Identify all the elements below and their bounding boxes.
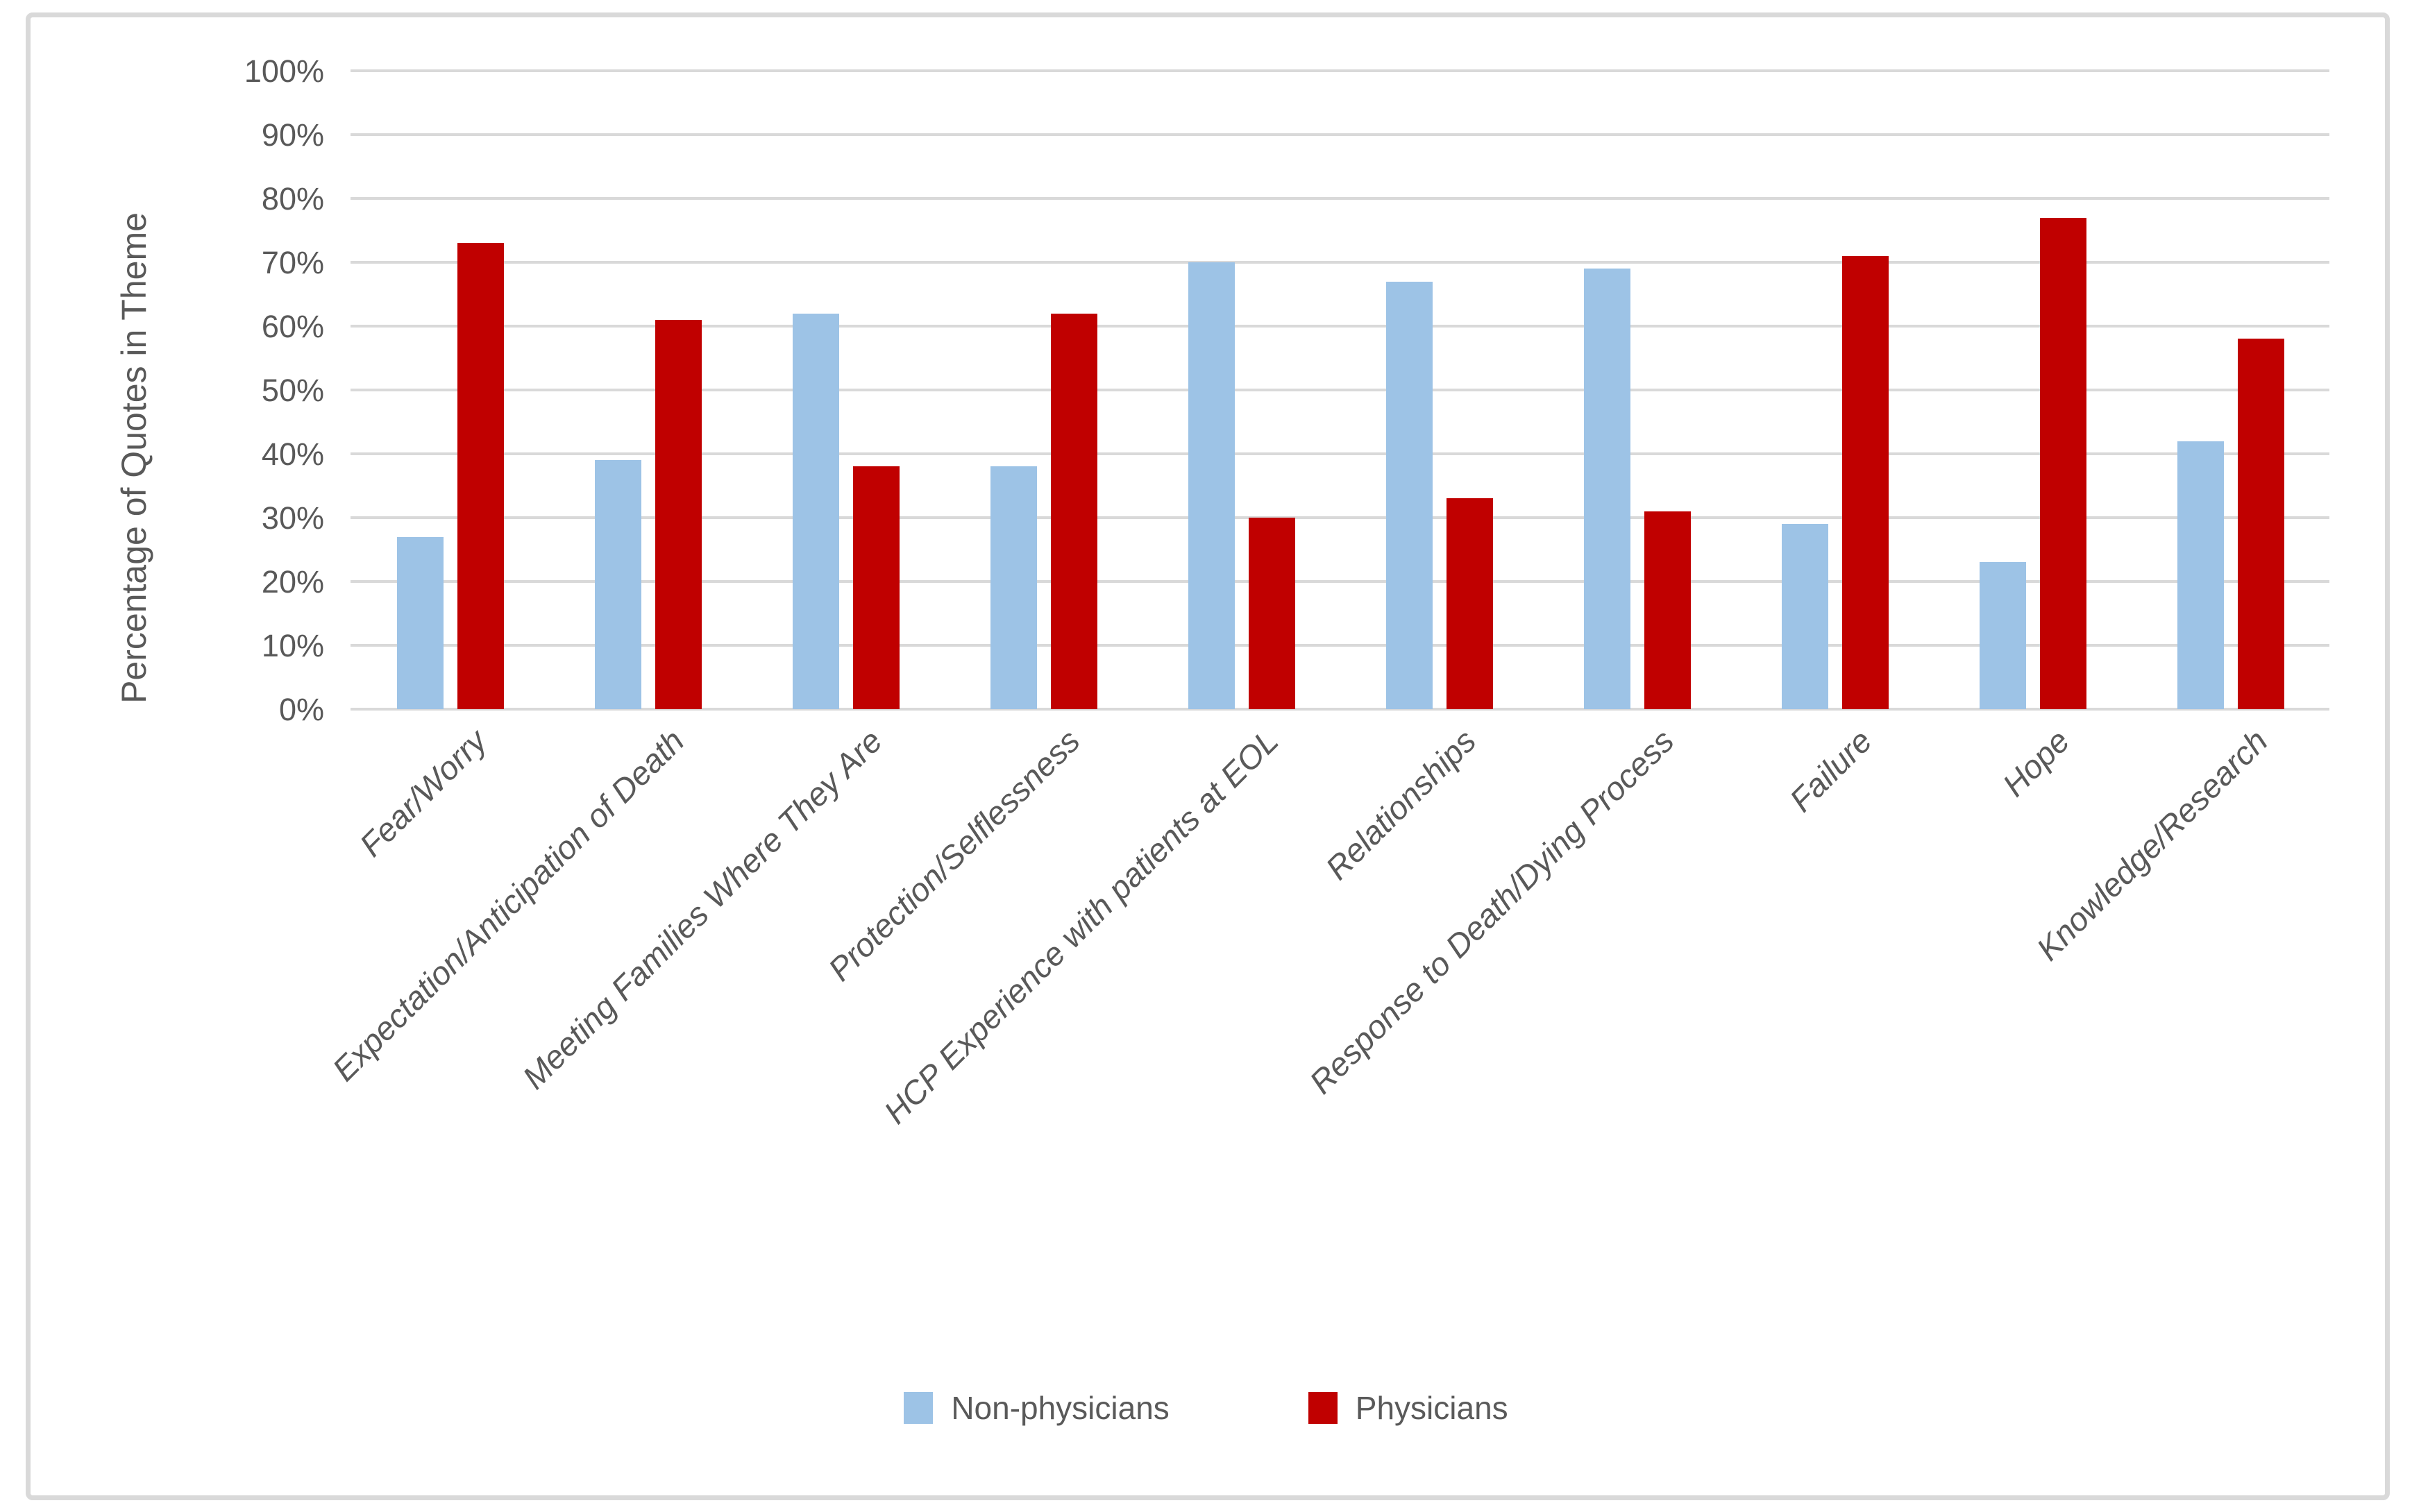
- legend-entry-non-physicians: Non-physicians: [904, 1390, 1170, 1426]
- plot-area: [351, 69, 2329, 711]
- bar-physicians: [1447, 498, 1493, 709]
- gridline-0: [351, 708, 2329, 711]
- gridline-70: [351, 261, 2329, 264]
- chart-border: [26, 12, 2390, 1500]
- y-tick-label: 90%: [261, 117, 324, 153]
- bar-non-physicians: [2177, 441, 2224, 709]
- bar-non-physicians: [1584, 269, 1630, 709]
- bar-physicians: [1842, 255, 1889, 709]
- y-tick-label: 50%: [261, 373, 324, 408]
- legend-entry-physicians: Physicians: [1308, 1392, 1508, 1424]
- bar-physicians: [1644, 511, 1691, 709]
- gridline-30: [351, 516, 2329, 519]
- bar-physicians: [2040, 217, 2086, 709]
- gridline-20: [351, 580, 2329, 583]
- gridline-40: [351, 452, 2329, 455]
- bar-non-physicians: [1386, 281, 1433, 709]
- bar-non-physicians: [1188, 262, 1235, 709]
- bar-physicians: [1051, 313, 1097, 709]
- gridline-50: [351, 389, 2329, 391]
- y-tick-label: 100%: [244, 53, 324, 89]
- legend-swatch: [1308, 1392, 1338, 1424]
- bar-physicians: [457, 243, 504, 709]
- bar-physicians: [2238, 339, 2284, 709]
- gridline-100: [351, 69, 2329, 73]
- y-tick-label: 20%: [261, 564, 324, 600]
- y-tick-label: 30%: [261, 500, 324, 536]
- bar-physicians: [1249, 518, 1295, 709]
- gridline-60: [351, 325, 2329, 328]
- bar-non-physicians: [1782, 524, 1828, 709]
- y-tick-label: 70%: [261, 245, 324, 280]
- gridline-10: [351, 644, 2329, 647]
- y-tick-label: 60%: [261, 309, 324, 344]
- legend: Non-physicians Physicians: [0, 1392, 2412, 1424]
- bar-non-physicians: [397, 536, 444, 709]
- y-axis-title: Percentage of Quotes in Theme: [115, 212, 153, 704]
- legend-swatch: [904, 1392, 934, 1424]
- bar-non-physicians: [1980, 562, 2026, 709]
- legend-label: Physicians: [1355, 1390, 1508, 1426]
- gridline-90: [351, 133, 2329, 136]
- bar-non-physicians: [793, 313, 839, 709]
- bar-non-physicians: [595, 460, 641, 709]
- y-tick-label: 40%: [261, 436, 324, 472]
- y-tick-label: 0%: [278, 692, 324, 727]
- bar-non-physicians: [990, 466, 1037, 709]
- bar-physicians: [853, 466, 900, 709]
- legend-label: Non-physicians: [951, 1390, 1170, 1426]
- y-tick-label: 10%: [261, 628, 324, 663]
- y-tick-label: 80%: [261, 181, 324, 216]
- bar-physicians: [655, 319, 702, 709]
- gridline-80: [351, 197, 2329, 200]
